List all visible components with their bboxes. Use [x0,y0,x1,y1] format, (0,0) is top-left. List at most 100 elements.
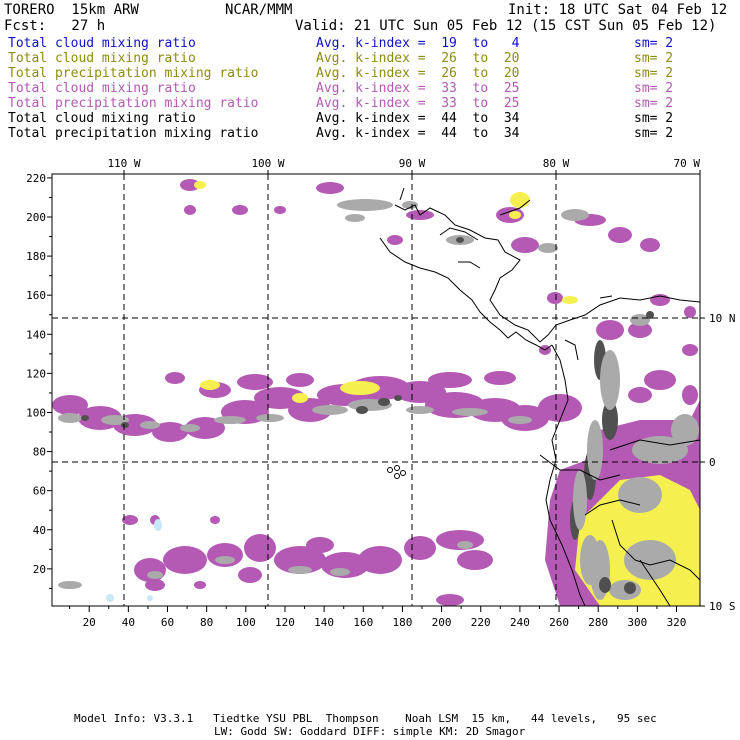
precip-purple-area [185,417,225,439]
init-time: Init: 18 UTC Sat 04 Feb 12 [508,2,728,18]
latitude-label: 10 S [709,600,736,613]
coastline [611,519,700,581]
precip-purple-area [538,394,582,422]
precip-purple-area [238,567,262,583]
precip-purple-area [274,206,286,214]
coastline [439,227,479,241]
x-tick-label: 280 [588,616,608,629]
precip-purple-area [232,205,248,215]
cloud-gray-area [337,199,393,211]
model-physics: LW: Godd SW: Goddard DIFF: simple KM: 2D… [214,725,526,738]
cloud-yellow-area [340,381,380,395]
legend-sm: sm= 2 [634,111,674,126]
cloud-gray-area [508,416,532,424]
y-tick-label: 200 [26,211,46,224]
precip-purple-area [387,235,403,245]
precip-purple-area [608,227,632,243]
cloud-gray-area [632,436,688,464]
x-tick-label: 220 [471,616,491,629]
legend-field: Total cloud mixing ratio [8,111,196,126]
legend-index: Avg. k-index = 19 to 4 [316,36,520,51]
longitude-label: 100 W [251,157,284,170]
cloud-gray-area [573,470,587,530]
coastline [539,454,621,481]
cloud-gray-area [561,209,589,221]
cloud-yellow-area [510,192,530,208]
coastline [609,439,700,451]
legend-index: Avg. k-index = 44 to 34 [316,126,520,141]
legend-index: Avg. k-index = 44 to 34 [316,111,520,126]
light-blue-area [106,594,114,602]
precip-purple-area [457,550,493,570]
precip-purple-area [682,344,698,356]
x-tick-label: 40 [122,616,135,629]
island-outline [394,465,400,471]
legend-sm: sm= 2 [634,81,674,96]
latitude-label: 0 [709,456,716,469]
cloud-gray-area [140,421,160,429]
cloud-gray-area [180,424,200,432]
precip-purple-area [684,306,696,318]
precip-purple-area [404,536,436,560]
x-tick-label: 240 [510,616,530,629]
precip-purple-area [596,320,624,340]
coastline [394,204,700,343]
x-tick-label: 200 [432,616,452,629]
coastline [499,199,531,216]
cloud-dark-area [121,422,129,428]
cloud-gray-area [630,314,650,326]
y-tick-label: 80 [33,446,46,459]
legend-field: Total cloud mixing ratio [8,81,196,96]
legend-index: Avg. k-index = 33 to 25 [316,81,520,96]
precip-purple-area [682,385,698,405]
precip-purple-area [358,546,402,574]
island-outline [387,467,393,473]
light-blue-area [147,595,153,601]
light-blue-area [154,519,162,531]
precip-purple-area [547,292,563,304]
cloud-gray-area [402,201,418,209]
cloud-dark-area [602,400,618,440]
coastline [545,344,586,606]
cloud-gray-area [288,566,312,574]
precip-purple-area [484,371,516,385]
cloud-dark-area [599,577,611,593]
precip-purple-area [511,237,539,253]
cloud-gray-area [312,405,348,415]
cloud-gray-area [538,243,558,253]
precip-purple-area [428,372,472,388]
legend-field: Total precipitation mixing ratio [8,66,259,81]
x-tick-label: 120 [275,616,295,629]
legend-sm: sm= 2 [634,36,674,51]
x-tick-label: 260 [549,616,569,629]
coastline [458,261,481,269]
y-tick-label: 60 [33,485,46,498]
cloud-yellow-area [200,380,220,390]
longitude-label: 80 W [543,157,570,170]
valid-time: Valid: 21 UTC Sun 05 Feb 12 (15 CST Sun … [295,18,717,34]
legend-index: Avg. k-index = 26 to 20 [316,66,520,81]
cloud-gray-area [147,571,163,579]
precip-purple-area [628,387,652,403]
precip-purple-area [184,205,196,215]
coastline [639,559,671,606]
cloud-yellow-area [509,211,521,219]
x-tick-label: 320 [667,616,687,629]
cloud-dark-area [624,582,636,594]
model-title: TORERO 15km ARW [4,2,139,18]
legend-field: Total cloud mixing ratio [8,51,196,66]
forecast-hour: Fcst: 27 h [4,18,106,34]
precip-purple-area [122,515,138,525]
precip-purple-area [134,558,166,582]
cloud-dark-area [394,395,402,401]
y-tick-label: 100 [26,406,46,419]
coastline [564,339,579,361]
cloud-gray-area [406,406,434,414]
cloud-gray-area [457,541,473,549]
cloud-gray-area [452,408,488,416]
cloud-dark-area [356,406,368,414]
cloud-gray-area [58,581,82,589]
legend-index: Avg. k-index = 33 to 25 [316,96,520,111]
y-tick-label: 180 [26,250,46,263]
